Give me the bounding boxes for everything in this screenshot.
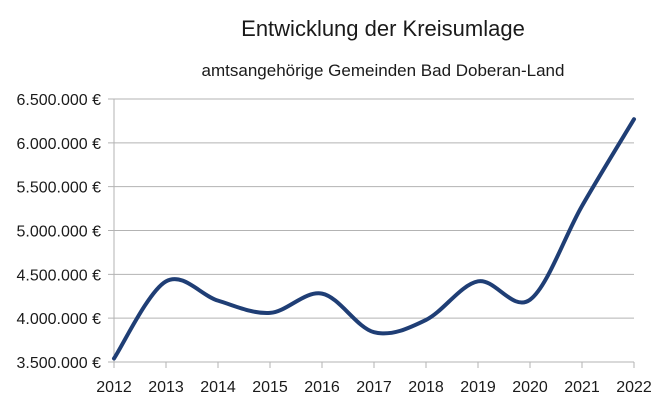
y-tick-label: 4.500.000 €: [16, 267, 101, 284]
series-line: [112, 117, 636, 361]
y-axis-ticks: 3.500.000 € 4.000.000 € 4.500.000 € 5.000.0…: [16, 92, 101, 372]
data-point: [268, 311, 272, 315]
data-point: [320, 292, 324, 296]
data-point: [164, 279, 168, 283]
y-tick-label: 5.000.000 €: [16, 224, 101, 241]
gridlines: [108, 98, 635, 368]
x-tick-label: 2015: [252, 379, 288, 396]
chart-subtitle: amtsangehörige Gemeinden Bad Doberan-Lan…: [202, 61, 565, 80]
x-axis-ticks: 2012 2013 2014 2015 2016 2017 2018 2019 2020 2021…: [96, 362, 652, 396]
data-point: [216, 299, 220, 303]
x-tick-label: 2019: [460, 379, 496, 396]
y-tick-label: 5.500.000 €: [16, 180, 101, 197]
x-tick-label: 2018: [408, 379, 444, 396]
data-point: [476, 279, 480, 283]
data-point: [632, 117, 636, 121]
data-point: [580, 204, 584, 208]
y-tick-label: 3.500.000 €: [16, 355, 101, 372]
x-tick-label: 2022: [616, 379, 652, 396]
x-tick-label: 2021: [564, 379, 600, 396]
data-point: [528, 298, 532, 302]
x-tick-label: 2014: [200, 379, 236, 396]
x-tick-label: 2012: [96, 379, 132, 396]
y-tick-label: 6.500.000 €: [16, 92, 101, 109]
y-tick-label: 6.000.000 €: [16, 136, 101, 153]
chart-title: Entwicklung der Kreisumlage: [241, 16, 525, 41]
x-tick-label: 2013: [148, 379, 184, 396]
series-layer: [112, 117, 636, 361]
x-tick-label: 2020: [512, 379, 548, 396]
data-point: [372, 330, 376, 334]
data-point: [112, 356, 116, 360]
data-point: [424, 318, 428, 322]
x-tick-label: 2016: [304, 379, 340, 396]
y-tick-label: 4.000.000 €: [16, 311, 101, 328]
x-tick-label: 2017: [356, 379, 392, 396]
